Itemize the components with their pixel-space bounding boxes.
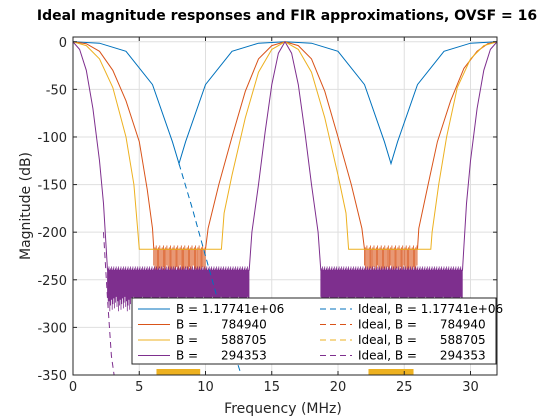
x-tick-label: 0 (69, 380, 77, 395)
x-tick-label: 15 (263, 380, 280, 395)
series-line-3 (73, 40, 497, 271)
axes-box (72, 36, 498, 376)
stopband-ripple-3 (320, 266, 463, 312)
legend-label-4: Ideal, B = 1.17741e+06 (358, 302, 503, 316)
stopband-ripple-2 (107, 266, 250, 312)
x-tick-label: 20 (330, 380, 347, 395)
legend-label-5: Ideal, B = 784940 (358, 318, 486, 332)
axis-ticks: 0 5 10 15 20 25 30 0 -50 -100 -150 -200 -250 -300 -350 (37, 36, 497, 395)
stopband-ripple-1 (364, 245, 418, 280)
y-tick-label: -100 (37, 131, 67, 146)
chart-title: Ideal magnitude responses and FIR approx… (37, 8, 537, 24)
legend-label-0: B = 1.17741e+06 (176, 302, 284, 316)
y-axis-label: Magnitude (dB) (18, 152, 34, 260)
legend-label-7: Ideal, B = 294353 (358, 349, 486, 363)
plot-series (73, 40, 497, 375)
y-tick-label: -200 (37, 226, 67, 241)
x-tick-label: 10 (197, 380, 214, 395)
y-tick-label: -150 (37, 179, 67, 194)
stopband-ripple-0 (153, 245, 206, 280)
y-tick-label: -350 (37, 369, 67, 384)
y-tick-label: 0 (59, 36, 67, 51)
series-line-7 (103, 232, 115, 375)
x-tick-label: 5 (135, 380, 143, 395)
y-tick-label: -250 (37, 274, 67, 289)
legend-label-1: B = 784940 (176, 318, 267, 332)
legend-label-2: B = 588705 (176, 333, 267, 347)
y-tick-label: -300 (37, 321, 67, 336)
axis-fill-0 (156, 369, 201, 375)
axis-fill-1 (368, 369, 414, 375)
legend-label-3: B = 294353 (176, 349, 267, 363)
x-axis-label: Frequency (MHz) (224, 401, 342, 417)
legend-label-6: Ideal, B = 588705 (358, 333, 486, 347)
y-tick-label: -50 (46, 83, 67, 98)
axes-frame (72, 36, 498, 376)
legend-box (131, 297, 497, 365)
x-tick-label: 25 (396, 380, 413, 395)
x-tick-label: 30 (462, 380, 479, 395)
